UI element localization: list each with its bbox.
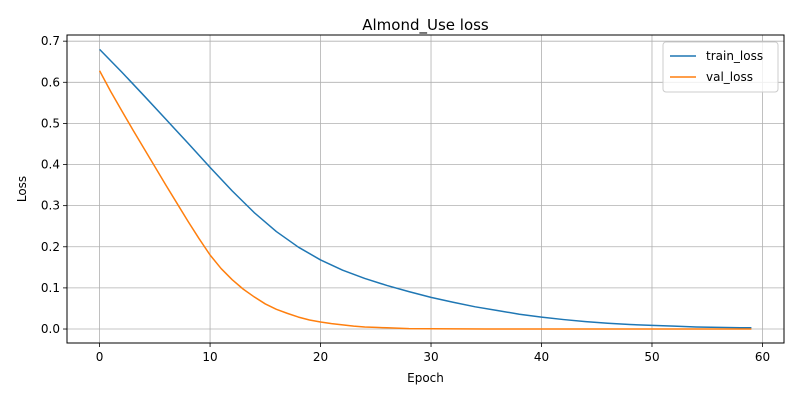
y-axis-label: Loss <box>15 176 29 202</box>
x-tick-label: 60 <box>755 350 770 364</box>
y-tick-label: 0.1 <box>41 281 60 295</box>
x-axis-label: Epoch <box>407 371 444 385</box>
series-line-train-loss <box>99 48 752 329</box>
y-tick-label: 0.7 <box>41 34 60 48</box>
y-tick-label: 0.2 <box>41 240 60 254</box>
y-axis-ticks: 0.0 0.1 0.2 0.3 0.4 0.5 0.6 0.7 <box>41 34 67 336</box>
x-tick-label: 40 <box>534 350 549 364</box>
x-tick-label: 50 <box>644 350 659 364</box>
axes-frame <box>66 34 785 344</box>
x-tick-label: 0 <box>96 350 104 364</box>
y-tick-label: 0.0 <box>41 322 60 336</box>
legend-frame <box>662 41 779 93</box>
legend-label-val-loss: val_loss <box>706 70 753 84</box>
y-tick-label: 0.5 <box>41 116 60 130</box>
x-axis-ticks: 0 10 20 30 40 50 60 <box>96 343 770 364</box>
y-tick-label: 0.3 <box>41 199 60 213</box>
y-tick-label: 0.4 <box>41 158 60 172</box>
x-tick-label: 20 <box>313 350 328 364</box>
y-tick-label: 0.6 <box>41 75 60 89</box>
chart-title: Almond_Use loss <box>362 16 489 35</box>
plot-area <box>98 48 752 330</box>
series-line-val-loss <box>98 70 752 330</box>
legend: train_loss val_loss <box>662 41 779 93</box>
x-tick-label: 30 <box>423 350 438 364</box>
legend-label-train-loss: train_loss <box>706 49 763 63</box>
x-tick-label: 10 <box>202 350 217 364</box>
